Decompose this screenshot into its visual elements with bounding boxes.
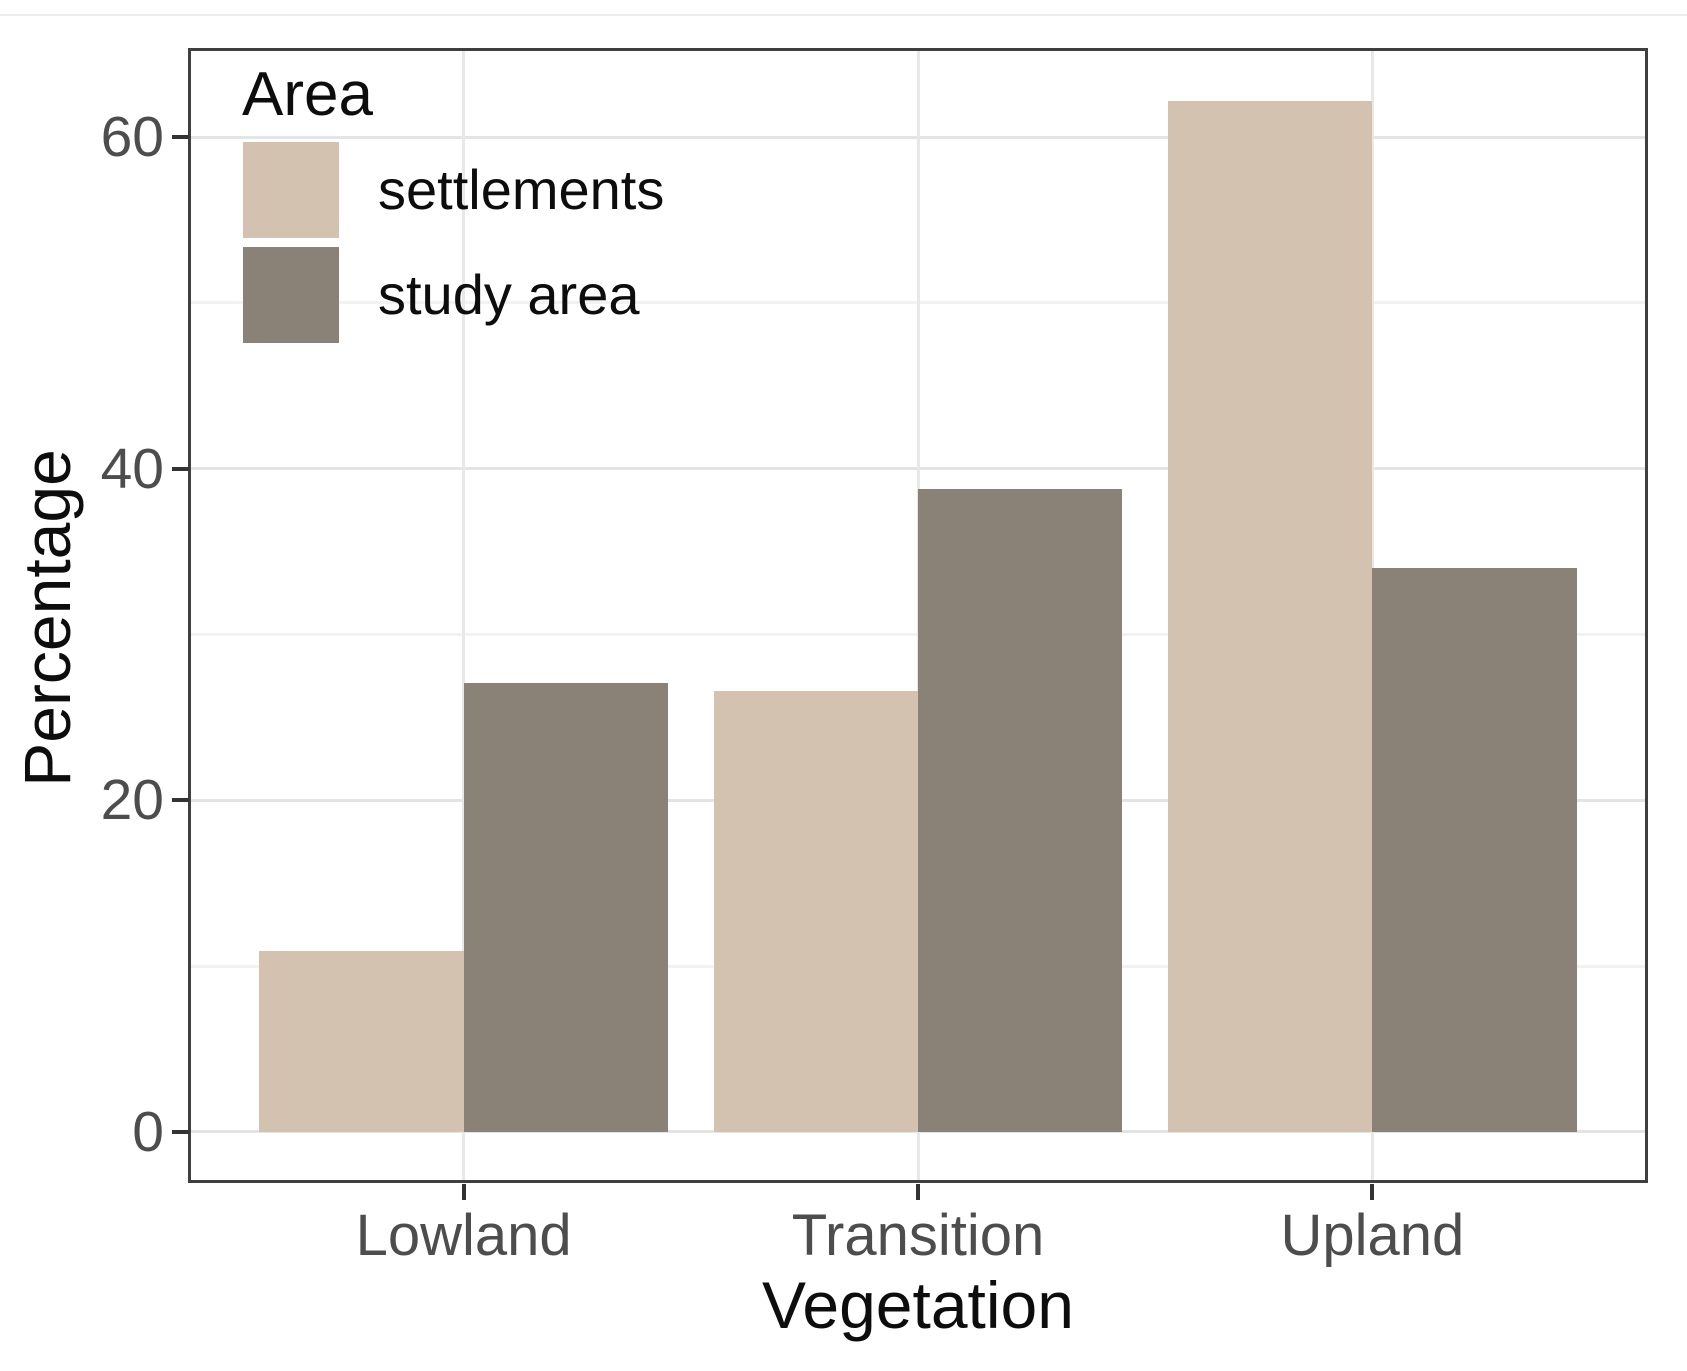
y-tick-label-20: 20 [100, 768, 164, 833]
x-tick-label-upland: Upland [1280, 1203, 1465, 1268]
bar-lowland-settlements [259, 951, 464, 1132]
plot-panel [188, 48, 1648, 1183]
y-tick-mark-0 [172, 1129, 189, 1134]
x-axis-title: Vegetation [762, 1268, 1074, 1342]
x-tick-label-lowland: Lowland [355, 1203, 572, 1268]
bar-upland-settlements [1167, 100, 1373, 1132]
y-tick-label-60: 60 [100, 105, 164, 170]
gridline-x-lowland [462, 51, 466, 1180]
bar-transition-settlements [713, 690, 918, 1132]
bar-lowland-study-area [463, 682, 669, 1132]
y-tick-mark-20 [172, 798, 189, 803]
top-edge-line [0, 14, 1687, 16]
y-tick-mark-40 [172, 466, 189, 471]
bar-transition-study-area [918, 488, 1123, 1132]
legend-label-study-area: study area [378, 263, 640, 326]
y-tick-label-0: 0 [132, 1099, 164, 1164]
x-tick-mark-lowland [461, 1184, 466, 1200]
legend-swatch-study-area [243, 247, 339, 343]
x-tick-mark-upland [1370, 1184, 1375, 1200]
y-tick-label-40: 40 [100, 436, 164, 501]
y-axis-title: Percentage [10, 449, 84, 787]
x-tick-label-transition: Transition [791, 1203, 1045, 1268]
legend-label-settlements: settlements [378, 158, 665, 221]
legend: Area settlements study area [240, 60, 664, 343]
bar-upland-study-area [1372, 568, 1577, 1132]
legend-swatch-settlements [243, 142, 339, 238]
x-tick-mark-transition [916, 1184, 920, 1200]
y-tick-mark-60 [172, 135, 189, 140]
legend-title: Area [242, 60, 373, 129]
